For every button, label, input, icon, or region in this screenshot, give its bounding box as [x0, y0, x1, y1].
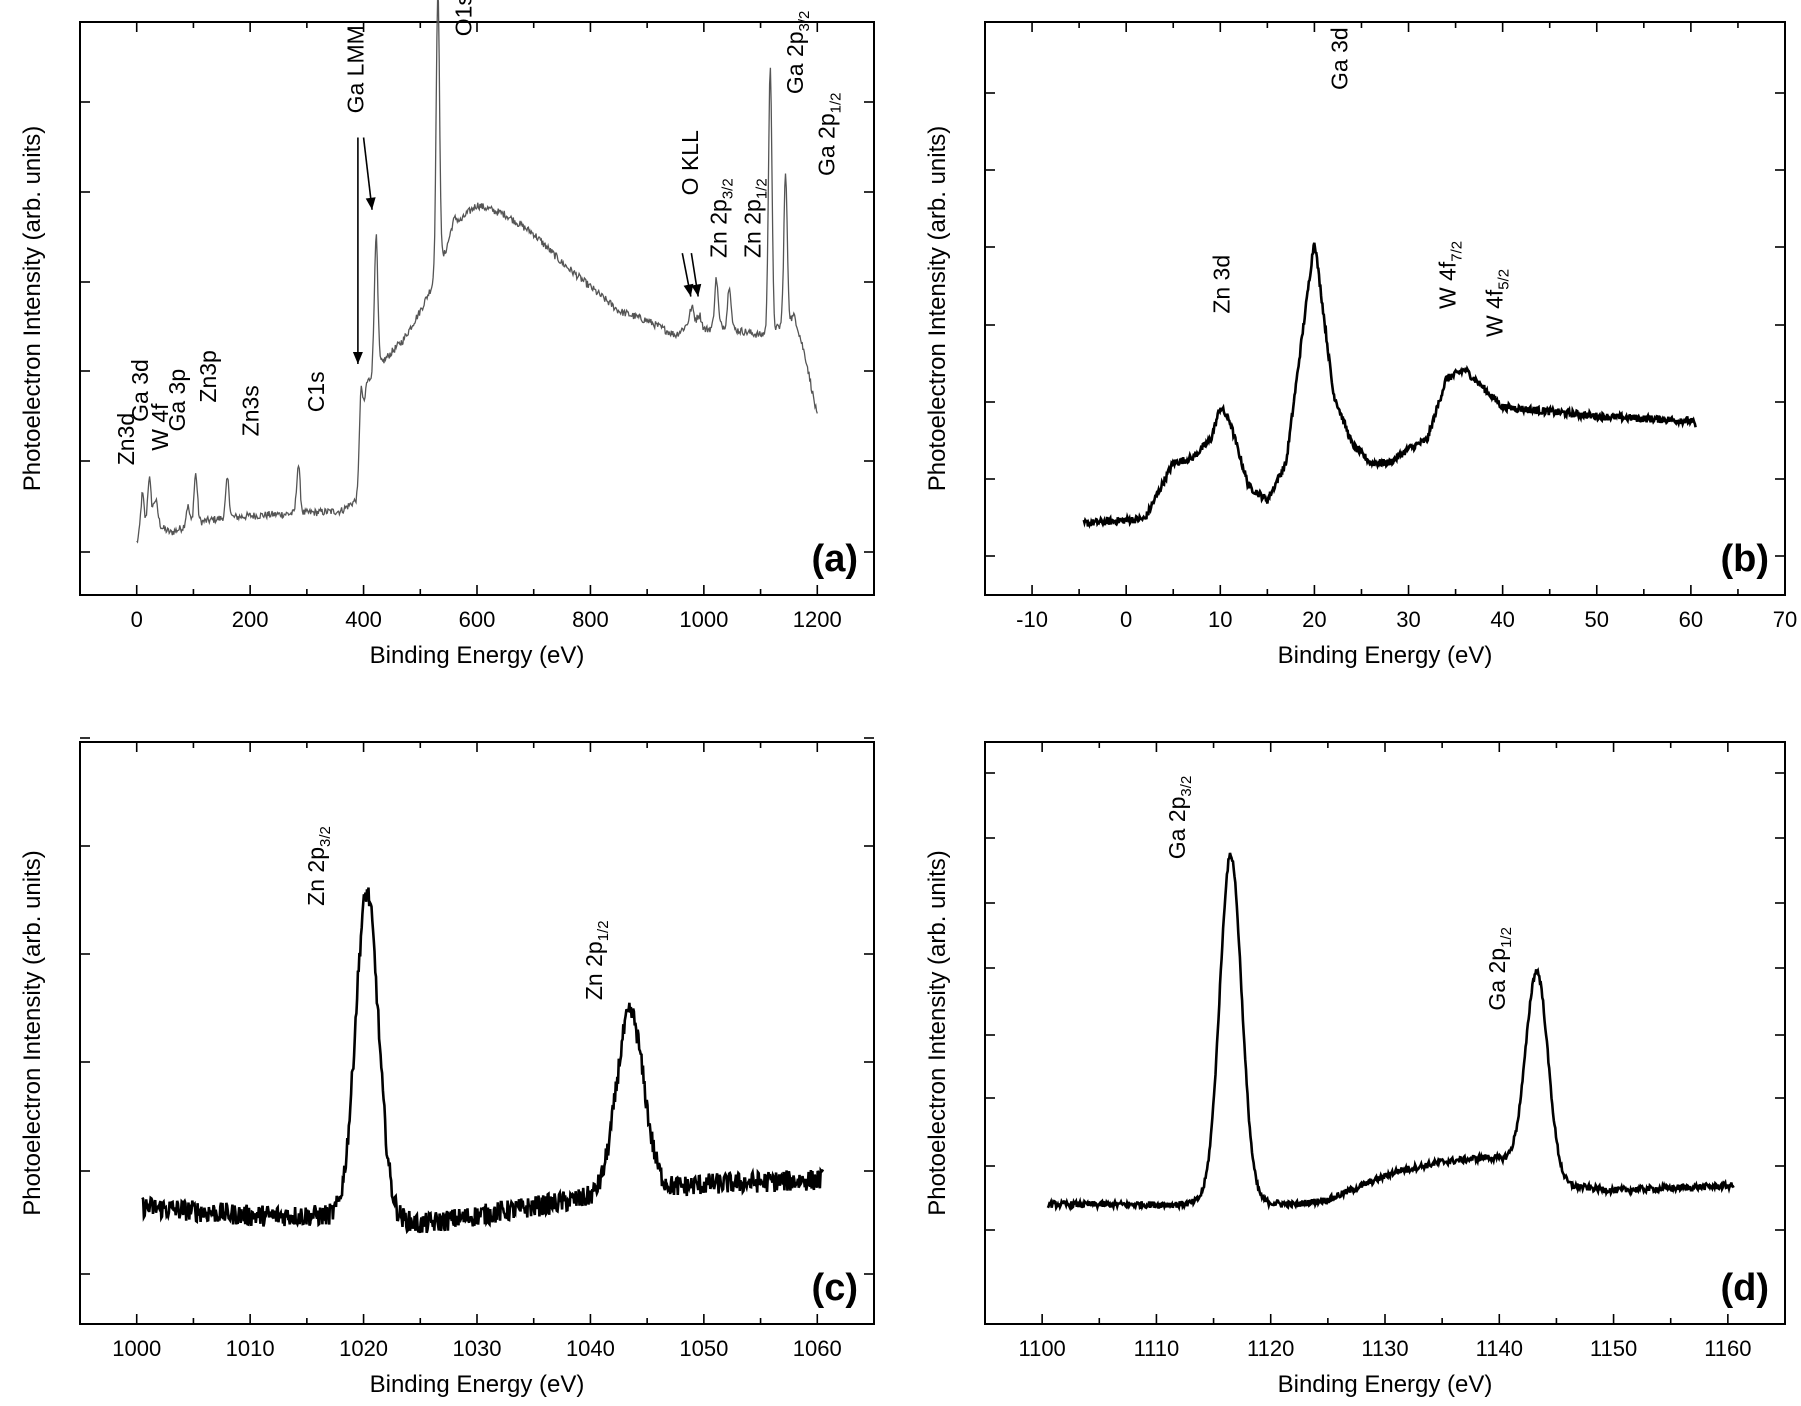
peak-label: Ga LMM [343, 25, 369, 113]
y-axis-label: Photoelectron Intensity (arb. units) [19, 850, 46, 1216]
peak-label: C1s [303, 371, 329, 412]
peak-label: Zn 2p1/2 [581, 920, 612, 1000]
x-tick-label: 1140 [1476, 1336, 1523, 1361]
panel-label: (b) [1720, 538, 1769, 580]
peak-label: Zn 2p1/2 [740, 178, 771, 258]
x-tick-label: 70 [1773, 607, 1797, 632]
peak-label: Ga 3p [164, 369, 190, 432]
y-axis-label: Photoelectron Intensity (arb. units) [924, 850, 951, 1216]
arrow-head [683, 283, 694, 297]
x-axis-label: Binding Energy (eV) [1278, 642, 1493, 669]
x-tick-label: 0 [1120, 607, 1132, 632]
x-tick-label: 1130 [1361, 1336, 1408, 1361]
x-tick-label: 1000 [112, 1336, 161, 1361]
x-tick-label: 600 [459, 607, 496, 632]
panel-c: 1000 1010 1020 1030 1040 1050 1060 Binding Ener… [19, 737, 875, 1398]
peak-label: O1s [450, 0, 476, 36]
peak-label: W 4f [147, 403, 173, 451]
x-tick-label: 1100 [1018, 1336, 1065, 1361]
spectrum-line [1046, 852, 1735, 1213]
peak-label: Ga 3d [1326, 27, 1352, 90]
y-axis-label: Photoelectron Intensity (arb. units) [924, 126, 951, 492]
peak-label: Ga 2p1/2 [1484, 927, 1515, 1011]
x-tick-label: 1020 [339, 1336, 388, 1361]
x-tick-label: 60 [1679, 607, 1703, 632]
x-tick-label: 800 [572, 607, 609, 632]
panel-b: -10 0 10 20 30 40 50 60 70 Binding Energy (eV) Pho… [924, 21, 1797, 669]
peak-label: Zn 3d [1209, 255, 1235, 314]
y-axis-label: Photoelectron Intensity (arb. units) [19, 126, 46, 492]
x-tick-label: -10 [1016, 607, 1048, 632]
x-tick-label: 20 [1302, 607, 1326, 632]
peak-label: W 4f7/2 [1435, 241, 1466, 309]
peak-label: Zn3p [195, 350, 221, 402]
x-tick-label: 1160 [1704, 1336, 1751, 1361]
panel-label: (c) [812, 1267, 858, 1309]
x-tick-label: 1200 [793, 607, 842, 632]
peak-label: W 4f5/2 [1482, 269, 1513, 337]
x-tick-label: 30 [1396, 607, 1420, 632]
panel-label: (d) [1720, 1267, 1769, 1309]
arrow-head [352, 352, 363, 365]
peak-label: Zn 2p3/2 [706, 178, 737, 258]
x-tick-label: 400 [345, 607, 382, 632]
annotation-arrow [362, 137, 373, 210]
x-tick-label: 1120 [1247, 1336, 1294, 1361]
arrow-head [691, 283, 702, 297]
x-tick-label: 1110 [1134, 1336, 1180, 1361]
x-tick-label: 1060 [793, 1336, 842, 1361]
axes-frame [984, 741, 1786, 1325]
spectrum-line [141, 887, 825, 1235]
x-tick-label: 1010 [226, 1336, 275, 1361]
x-tick-label: 1000 [679, 607, 728, 632]
panel-label: (a) [812, 538, 858, 580]
x-tick-label: 200 [232, 607, 269, 632]
panel-a: 0 200 400 600 800 1000 1200 Binding Energy (eV)… [19, 0, 875, 669]
axes-frame [984, 21, 1786, 596]
peak-label: Zn3d [113, 413, 139, 465]
spectrum-line [136, 0, 818, 544]
x-tick-label: 1030 [453, 1336, 502, 1361]
peak-label: Ga 2p3/2 [1164, 776, 1195, 860]
panel-d: 1100 1110 1120 1130 1140 1150 1160 Binding Ener… [924, 741, 1786, 1398]
x-axis-label: Binding Energy (eV) [370, 642, 585, 669]
x-tick-label: 10 [1208, 607, 1232, 632]
peak-label: Ga 3d [127, 359, 153, 422]
peak-label: Ga 2p3/2 [782, 11, 813, 95]
x-tick-label: 0 [131, 607, 143, 632]
x-tick-label: 1040 [566, 1336, 615, 1361]
x-axis-label: Binding Energy (eV) [370, 1371, 585, 1398]
peak-label: O KLL [677, 130, 703, 195]
x-tick-label: 1150 [1590, 1336, 1637, 1361]
spectrum-line [1082, 242, 1697, 529]
peak-label: Ga 2p1/2 [813, 93, 844, 177]
x-tick-label: 40 [1490, 607, 1514, 632]
peak-label: Zn 2p3/2 [303, 826, 334, 906]
peak-label: Zn3s [238, 385, 264, 436]
x-tick-label: 50 [1585, 607, 1609, 632]
axes-frame [79, 741, 875, 1325]
x-axis-label: Binding Energy (eV) [1278, 1371, 1493, 1398]
arrow-head [365, 197, 376, 210]
x-tick-label: 1050 [679, 1336, 728, 1361]
